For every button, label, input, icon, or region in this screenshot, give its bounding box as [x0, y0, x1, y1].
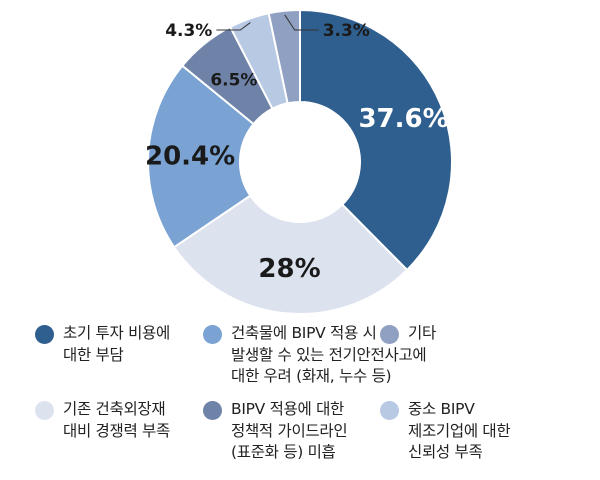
legend-item: 건축물에 BIPV 적용 시 발생할 수 있는 전기안전사고에 대한 우려 (화… [203, 323, 427, 388]
leader-line [284, 14, 319, 31]
legend-label: 초기 투자 비용에 대한 부담 [63, 324, 170, 364]
donut-chart: 37.6% 28% 20.4% 6.5% 4.3% 3.3% [145, 8, 453, 315]
legend-label: 기존 건축외장재 대비 경쟁력 부족 [63, 400, 170, 440]
legend-swatch [35, 325, 54, 344]
legend-item: 기존 건축외장재 대비 경쟁력 부족 [35, 399, 170, 442]
slice-value-label: 20.4% [145, 141, 235, 171]
legend-swatch [380, 401, 399, 420]
donut-slice [172, 194, 409, 315]
legend-swatch [35, 401, 54, 420]
legend-item: BIPV 적용에 대한 정책적 가이드라인 (표준화 등) 미흡 [203, 399, 348, 464]
donut-slice [147, 64, 255, 249]
legend-item: 중소 BIPV 제조기업에 대한 신뢰성 부족 [380, 399, 511, 464]
donut-slice [299, 8, 453, 272]
legend-swatch [203, 401, 222, 420]
slice-value-label: 3.3% [323, 21, 370, 41]
legend-label: 건축물에 BIPV 적용 시 발생할 수 있는 전기안전사고에 대한 우려 (화… [231, 324, 427, 385]
legend-item: 초기 투자 비용에 대한 부담 [35, 323, 170, 366]
legend-label: BIPV 적용에 대한 정책적 가이드라인 (표준화 등) 미흡 [231, 400, 348, 461]
legend-label: 기타 [408, 324, 436, 342]
donut-chart-svg: 37.6% 28% 20.4% 6.5% 4.3% 3.3% [145, 8, 453, 315]
slice-value-label: 37.6% [358, 104, 448, 134]
legend-swatch [380, 325, 399, 344]
leader-line [216, 22, 251, 31]
legend-swatch [203, 325, 222, 344]
slice-value-label: 4.3% [165, 21, 212, 41]
legend-item: 기타 [380, 323, 436, 345]
legend-label: 중소 BIPV 제조기업에 대한 신뢰성 부족 [408, 400, 511, 461]
slice-value-label: 28% [258, 254, 320, 284]
donut-slice [267, 8, 301, 105]
slice-value-label: 6.5% [210, 70, 257, 90]
